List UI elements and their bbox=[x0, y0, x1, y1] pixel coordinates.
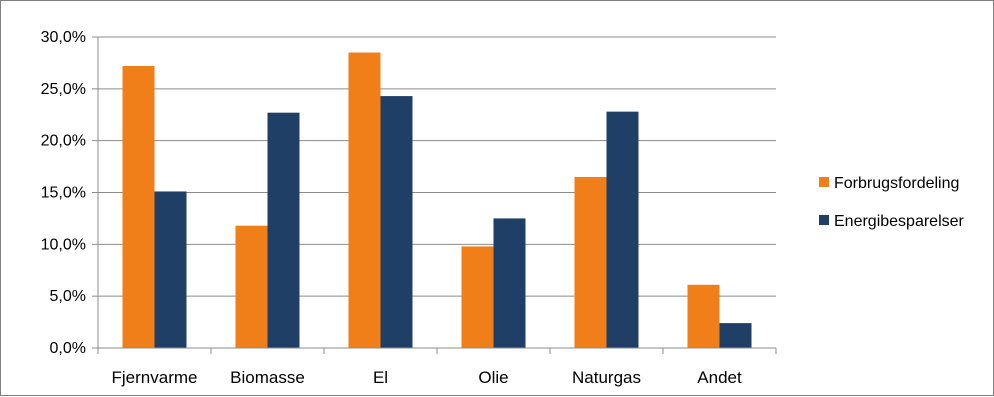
bar-biomasse-energibesparelser bbox=[267, 112, 300, 348]
legend-swatch bbox=[819, 215, 829, 225]
bar-andet-energibesparelser bbox=[719, 323, 752, 348]
bar-naturgas-forbrugsfordeling bbox=[574, 176, 607, 348]
labels: 0,0% 5,0% 10,0% 15,0% 20,0% 25,0% 30,0% Fjernva… bbox=[41, 29, 742, 387]
y-tick-label: 5,0% bbox=[50, 288, 86, 305]
x-category-label: Biomasse bbox=[230, 368, 305, 387]
bar-olie-forbrugsfordeling bbox=[461, 246, 494, 348]
x-category-label: El bbox=[373, 368, 388, 387]
bar-naturgas-energibesparelser bbox=[606, 111, 639, 348]
y-tick-label: 25,0% bbox=[41, 81, 86, 98]
gridlines bbox=[98, 36, 776, 297]
x-category-label: Fjernvarme bbox=[112, 368, 198, 387]
bar-fjernvarme-forbrugsfordeling bbox=[122, 66, 155, 348]
y-tick-label: 0,0% bbox=[50, 340, 86, 357]
y-tick-label: 20,0% bbox=[41, 133, 86, 150]
y-tick-label: 15,0% bbox=[41, 185, 86, 202]
bar-olie-energibesparelser bbox=[493, 218, 526, 348]
bars bbox=[122, 52, 752, 349]
x-category-label: Andet bbox=[697, 368, 742, 387]
bar-el-forbrugsfordeling bbox=[348, 52, 381, 349]
legend: Forbrugsfordeling Energibesparelser bbox=[819, 175, 965, 230]
axes bbox=[92, 36, 777, 354]
bar-fjernvarme-energibesparelser bbox=[154, 191, 187, 348]
legend-swatch bbox=[819, 177, 829, 187]
legend-label: Forbrugsfordeling bbox=[834, 175, 959, 192]
y-tick-label: 10,0% bbox=[41, 236, 86, 253]
bar-el-energibesparelser bbox=[380, 96, 413, 348]
x-category-label: Olie bbox=[478, 368, 508, 387]
x-category-label: Naturgas bbox=[572, 368, 641, 387]
bar-andet-forbrugsfordeling bbox=[687, 284, 720, 348]
legend-label: Energibesparelser bbox=[834, 213, 965, 230]
y-tick-label: 30,0% bbox=[41, 29, 86, 46]
bar-biomasse-forbrugsfordeling bbox=[235, 225, 268, 348]
